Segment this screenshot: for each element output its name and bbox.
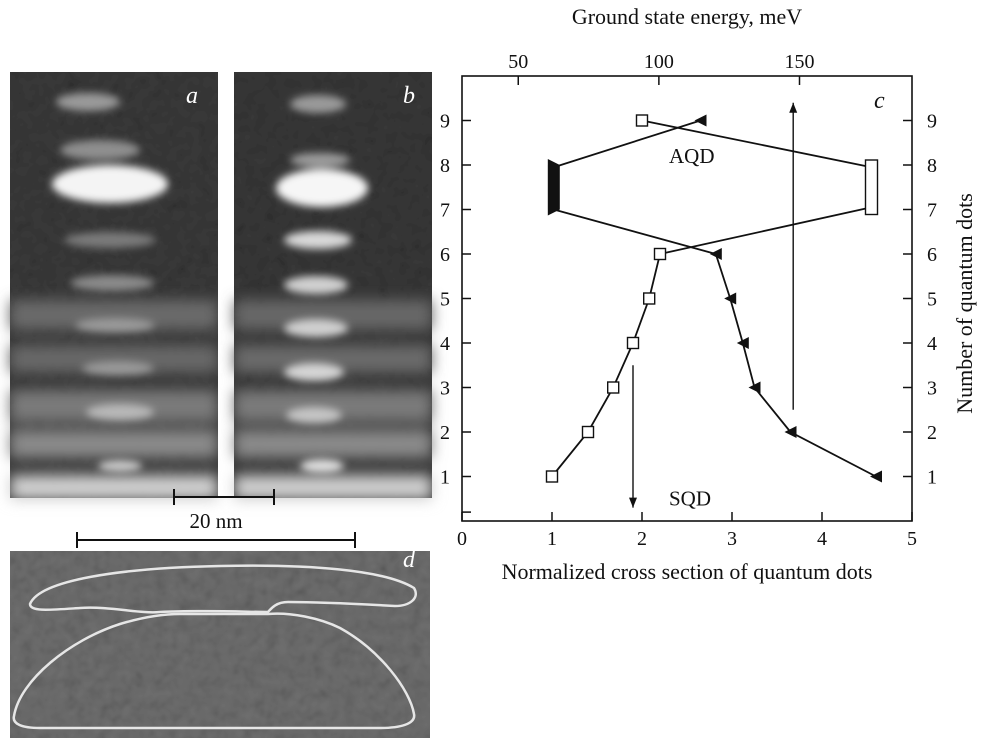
y-tick-label-right: 9 bbox=[927, 111, 937, 133]
aqd-line-filled-to-sqd-top bbox=[553, 208, 717, 255]
triangle-line bbox=[714, 253, 877, 478]
panel-label-d: d bbox=[403, 547, 416, 573]
y-tick-label-right: 7 bbox=[927, 200, 937, 222]
y-tick-label-left: 3 bbox=[440, 378, 450, 400]
y-axis-title: Number of quantum dots bbox=[952, 193, 977, 414]
aqd-line-sqd-top-to-open bbox=[659, 206, 872, 255]
y-tick-label-right: 8 bbox=[927, 155, 937, 177]
x-tick-label: 4 bbox=[817, 528, 827, 550]
triangle-marker bbox=[784, 426, 797, 438]
marks-layer: AQD SQD bbox=[545, 114, 882, 510]
sqd-annotation: SQD bbox=[669, 486, 711, 510]
y-tick-label-right: 5 bbox=[927, 289, 937, 311]
y-tick-label-left: 6 bbox=[440, 244, 450, 266]
aqd-square-marker bbox=[635, 114, 649, 127]
triangle-marker bbox=[870, 470, 882, 483]
y-tick-label-right: 4 bbox=[927, 333, 937, 355]
y-tick-label-left: 4 bbox=[440, 333, 450, 355]
y-tick-label-right: 2 bbox=[927, 422, 937, 444]
sqd-line bbox=[551, 253, 661, 478]
dot-outline-upper bbox=[28, 564, 417, 614]
triangle-marker bbox=[709, 248, 722, 260]
ticks-layer: 0 1 2 3 4 5 50 100 150 1 1 2 2 3 3 4 4 5 5 6 6 7 7 8 8 9 9 bbox=[440, 51, 937, 550]
y-tick-label-right: 3 bbox=[927, 378, 937, 400]
x-tick-label: 2 bbox=[637, 528, 647, 550]
panel-label-b: b bbox=[403, 83, 415, 109]
panel-label-a: a bbox=[186, 83, 198, 109]
dot-outline-lower bbox=[12, 612, 416, 730]
sqd-square-marker bbox=[653, 247, 667, 261]
y-tick-label-right: 1 bbox=[927, 467, 937, 489]
triangle-marker bbox=[748, 381, 761, 394]
sqd-square-marker bbox=[607, 381, 620, 394]
x2-axis-title: Ground state energy, meV bbox=[572, 4, 802, 29]
sqd-square-marker bbox=[643, 292, 656, 305]
lines-layer bbox=[551, 102, 877, 508]
triangle-marker bbox=[736, 337, 749, 349]
sqd-square-marker bbox=[581, 425, 595, 439]
aqd-annotation: AQD bbox=[669, 144, 715, 168]
aqd-line-square-to-open bbox=[641, 119, 872, 169]
y-tick-label-left: 5 bbox=[440, 289, 450, 311]
plot-frame bbox=[461, 75, 913, 522]
y-tick-label-left: 2 bbox=[440, 422, 450, 444]
x2-tick-label: 150 bbox=[785, 51, 815, 73]
scale-bar-label: 20 nm bbox=[189, 509, 242, 533]
sqd-square-marker bbox=[626, 336, 640, 350]
sqd-square-marker bbox=[545, 470, 559, 483]
arrow-head-up bbox=[789, 102, 798, 113]
scale-bar-short bbox=[173, 489, 275, 505]
y-tick-label-left: 9 bbox=[440, 111, 450, 133]
x-tick-label: 0 bbox=[457, 528, 467, 550]
y-tick-label-left: 7 bbox=[440, 200, 450, 222]
y-tick-label-left: 8 bbox=[440, 155, 450, 177]
y-tick-label-right: 6 bbox=[927, 244, 937, 266]
y-tick-label-left: 1 bbox=[440, 467, 450, 489]
triangle-marker bbox=[724, 292, 737, 305]
aqd-open-bar bbox=[864, 159, 879, 216]
micrograph-b bbox=[234, 72, 432, 500]
x2-tick-label: 50 bbox=[508, 51, 528, 73]
panel-label-c: c bbox=[874, 88, 885, 114]
aqd-triangle-marker bbox=[694, 114, 707, 127]
aqd-filled-bar bbox=[547, 159, 560, 216]
separator-strip bbox=[218, 72, 234, 498]
x-tick-label: 3 bbox=[727, 528, 737, 550]
x-axis-title: Normalized cross section of quantum dots bbox=[502, 559, 873, 584]
arrow-head-down bbox=[629, 497, 637, 508]
x2-tick-label: 100 bbox=[644, 51, 674, 73]
scale-bar-long bbox=[76, 532, 356, 548]
x-tick-label: 5 bbox=[907, 528, 917, 550]
micrograph-a bbox=[10, 72, 218, 500]
micrograph-d bbox=[10, 551, 430, 738]
x-tick-label: 1 bbox=[547, 528, 557, 550]
